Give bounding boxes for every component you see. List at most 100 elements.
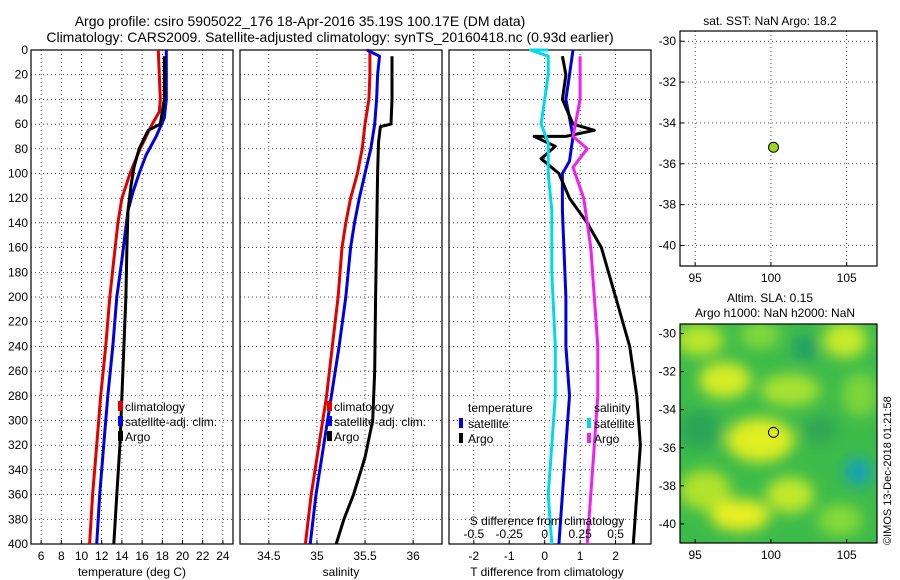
map-lat-tick-label: -30 (659, 327, 677, 341)
x-tick-label: 14 (115, 549, 129, 563)
map-lat-tick-label: -38 (659, 479, 677, 493)
map-lon-tick-label: 105 (837, 548, 857, 562)
sst-map-frame (679, 30, 878, 267)
argo-float-marker (767, 426, 779, 438)
map-lon-tick-label: 105 (837, 271, 857, 285)
series-line-argo (334, 56, 394, 545)
depth-tick-label: 160 (8, 241, 28, 255)
depth-tick-label: 300 (8, 414, 28, 428)
legend-swatch-argo (327, 431, 332, 441)
sla-map-title-line2: Argo h1000: NaN h2000: NaN (695, 306, 855, 320)
series-line-s-satellite (529, 48, 557, 545)
map-lon-tick-label: 95 (688, 548, 702, 562)
legend-title-salinity: salinity (594, 401, 631, 415)
x-tick-label: 35 (310, 549, 324, 563)
sst-map-title: sat. SST: NaN Argo: 18.2 (703, 14, 837, 28)
legend-swatch-satellite (118, 416, 123, 426)
top-x-tick-label: 0 (541, 527, 548, 541)
legend-label-t-argo: Argo (468, 432, 494, 446)
series-line-t-argo (532, 55, 642, 545)
depth-tick-label: 200 (8, 290, 28, 304)
map-lat-tick-label: -32 (659, 365, 677, 379)
series-line-argo (112, 56, 166, 545)
map-lat-tick-label: -32 (659, 75, 677, 89)
top-x-tick-label: -0.5 (463, 527, 484, 541)
x-tick-label: 6 (38, 549, 45, 563)
depth-tick-label: 360 (8, 488, 28, 502)
sla-map-frame (679, 323, 878, 544)
legend-label-t-satellite: satellite (468, 417, 509, 431)
legend-swatch-satellite (327, 416, 332, 426)
depth-tick-label: 180 (8, 265, 28, 279)
map-lon-tick-label: 100 (761, 271, 781, 285)
map-lat-tick-label: -40 (659, 239, 677, 253)
x-tick-label: 1 (577, 549, 584, 563)
map-lat-tick-label: -34 (659, 116, 677, 130)
depth-tick-label: 380 (8, 512, 28, 526)
sla-heatmap (680, 324, 877, 543)
depth-tick-label: 80 (15, 142, 29, 156)
legend-label-satellite: satellite-adj. clim. (334, 415, 426, 429)
x-tick-label: 10 (75, 549, 89, 563)
legend-swatch-argo (118, 431, 123, 441)
x-tick-label: 35.5 (353, 549, 377, 563)
depth-tick-label: 100 (8, 167, 28, 181)
x-tick-label: 22 (196, 549, 210, 563)
figure-title-line1: Argo profile: csiro 5905022_176 18-Apr-2… (75, 13, 526, 29)
series-line-climatology (88, 49, 162, 545)
map-lon-tick-label: 100 (761, 548, 781, 562)
x-tick-label: 12 (95, 549, 109, 563)
top-x-tick-label: 0.5 (607, 527, 624, 541)
map-lat-tick-label: -38 (659, 198, 677, 212)
x-tick-label: 34.5 (257, 549, 281, 563)
x-tick-label: -1 (504, 549, 515, 563)
depth-tick-label: 0 (21, 43, 28, 57)
top-x-tick-label: 0.25 (568, 527, 592, 541)
depth-tick-label: 120 (8, 191, 28, 205)
x-tick-label: 18 (156, 549, 170, 563)
series-line-s-argo (571, 56, 600, 545)
difference-xlabel: T difference from climatology (470, 565, 624, 579)
figure-title-line2: Climatology: CARS2009. Satellite-adjuste… (46, 29, 613, 45)
difference-legend-salinity: salinity satellite Argo (587, 401, 635, 446)
legend-swatch-t-satellite (459, 418, 463, 428)
difference-top-xlabel: S difference from climatology (470, 514, 625, 528)
x-tick-label: 0 (541, 549, 548, 563)
difference-legend-temperature: temperature satellite Argo (459, 401, 533, 446)
legend-label-s-argo: Argo (594, 432, 620, 446)
depth-tick-label: 400 (8, 537, 28, 551)
series-line-climatology (303, 50, 372, 545)
x-tick-label: 8 (58, 549, 65, 563)
sla-map-title-line1: Altim. SLA: 0.15 (727, 291, 813, 305)
legend-title-temperature: temperature (468, 401, 533, 415)
series-line-t-satellite (557, 49, 575, 545)
depth-tick-label: 40 (15, 92, 29, 106)
map-lat-tick-label: -36 (659, 157, 677, 171)
salinity-legend: climatology satellite-adj. clim. Argo (327, 400, 426, 444)
imos-watermark: ©IMOS 13-Dec-2018 01:21:58 (882, 396, 894, 545)
argo-float-marker (767, 141, 779, 153)
x-tick-label: 2 (612, 549, 619, 563)
map-lat-tick-label: -40 (659, 517, 677, 531)
x-tick-label: 36 (406, 549, 420, 563)
legend-swatch-climatology (118, 401, 123, 411)
legend-swatch-climatology (327, 401, 332, 411)
legend-swatch-t-argo (459, 433, 463, 443)
depth-tick-label: 220 (8, 315, 28, 329)
x-tick-label: 20 (176, 549, 190, 563)
legend-label-satellite: satellite-adj. clim. (125, 415, 217, 429)
temperature-legend: climatology satellite-adj. clim. Argo (118, 400, 217, 444)
salinity-xlabel: salinity (323, 565, 360, 579)
map-lat-tick-label: -30 (659, 34, 677, 48)
legend-swatch-s-argo (587, 433, 591, 443)
map-lat-tick-label: -36 (659, 441, 677, 455)
legend-label-climatology: climatology (334, 400, 394, 414)
depth-tick-label: 140 (8, 216, 28, 230)
x-tick-label: 24 (216, 549, 230, 563)
depth-tick-label: 260 (8, 364, 28, 378)
temperature-xlabel: temperature (deg C) (78, 565, 186, 579)
legend-label-s-satellite: satellite (594, 417, 635, 431)
map-lon-tick-label: 95 (688, 271, 702, 285)
legend-label-argo: Argo (125, 430, 151, 444)
